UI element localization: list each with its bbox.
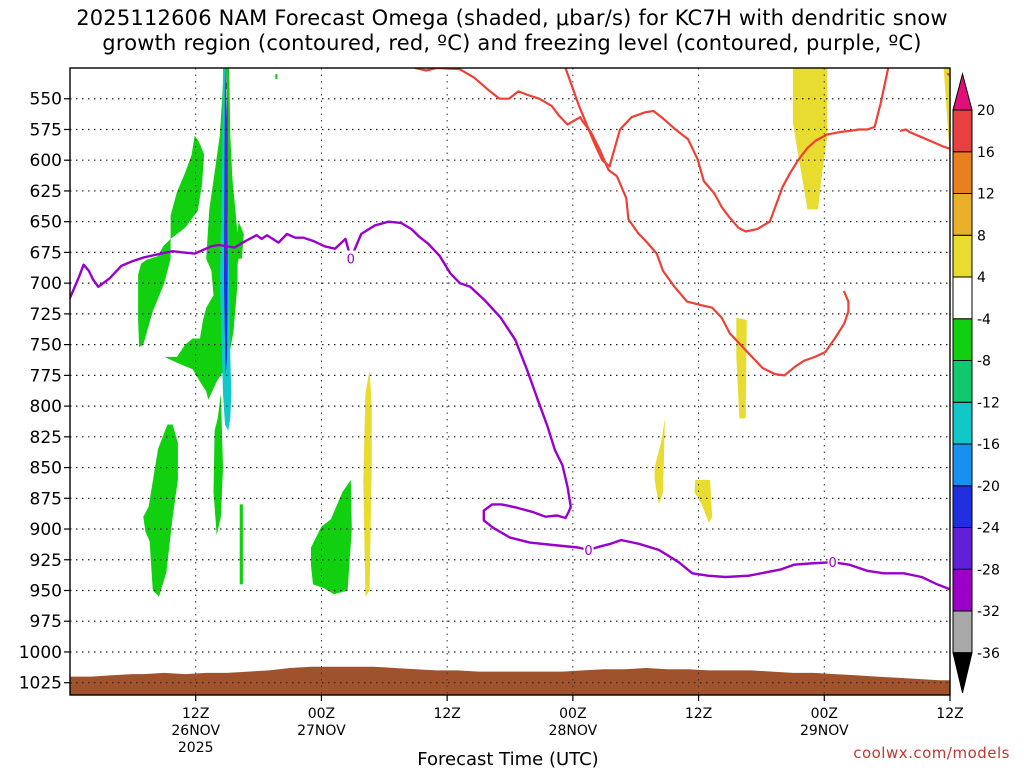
colorbar-swatch [952, 360, 973, 403]
colorbar-label: -4 [977, 312, 991, 328]
colorbar-label: 4 [977, 270, 986, 286]
omega-region-green-tiny-top [275, 74, 278, 80]
freezing-level-contour [70, 220, 950, 591]
y-tick-label: 625 [30, 182, 62, 202]
y-tick-label: 800 [30, 397, 62, 417]
x-axis-title: Forecast Time (UTC) [417, 749, 598, 768]
omega-region-green-col-lower [213, 393, 223, 536]
omega-region-green-near-0z [311, 479, 352, 595]
x-tick-date-label: 28NOV [549, 723, 598, 739]
colorbar-label: 8 [977, 228, 986, 244]
x-tick-label: 12Z [433, 706, 460, 722]
y-tick-label: 550 [30, 90, 62, 110]
y-tick-label: 1000 [19, 643, 62, 663]
colorbar-label: -24 [977, 521, 1000, 537]
colorbar-label: -32 [977, 604, 1000, 620]
colorbar-label: -36 [977, 646, 1000, 662]
omega-region-yellow-0z-27 [363, 369, 372, 597]
chart-title-line-1: 2025112606 NAM Forecast Omega (shaded, μ… [76, 6, 948, 30]
colorbar-upper-arrow [952, 72, 973, 111]
omega-region-green-col-main [164, 68, 238, 400]
colorbar-swatch [952, 151, 973, 194]
x-tick-label: 12Z [936, 706, 963, 722]
colorbar-swatch [952, 610, 973, 654]
dgz-contour-dgz-upper-mid [564, 68, 890, 233]
colorbar-lower-arrow [952, 652, 973, 693]
colorbar-swatch [952, 401, 973, 445]
colorbar-swatch [952, 568, 973, 612]
y-tick-label: 925 [30, 551, 62, 571]
x-tick-date-label: 27NOV [297, 723, 346, 739]
x-tick-date-label: 26NOV [171, 723, 220, 739]
chart-title-line-2: growth region (contoured, red, ºC) and f… [102, 31, 922, 55]
omega-region-purple-core [225, 68, 228, 284]
omega-region-yellow-mid-880 [694, 479, 713, 523]
contour-label-bg [827, 554, 838, 570]
x-tick-date-label: 29NOV [800, 723, 849, 739]
x-tick-label: 00Z [811, 706, 838, 722]
contour-label: 0 [829, 556, 837, 571]
dgz-contour-dgz-upper-left [414, 68, 850, 377]
omega-region-yellow-right-top [943, 68, 950, 161]
y-tick-label: 675 [30, 243, 62, 263]
y-tick-label: 575 [30, 120, 62, 140]
omega-region-yellow-top-00z29 [792, 68, 828, 210]
omega-region-yellow-760 [736, 317, 747, 419]
y-tick-label: 1025 [19, 674, 62, 694]
colorbar-swatch [952, 443, 973, 487]
y-tick-label: 725 [30, 305, 62, 325]
omega-region-black-core [226, 82, 227, 89]
y-tick-label: 875 [30, 489, 62, 509]
y-tick-label: 775 [30, 366, 62, 386]
omega-region-yellow-mid-850 [654, 418, 665, 505]
omega-region-green-small-right [239, 504, 243, 585]
y-tick-label: 950 [30, 582, 62, 602]
colorbar-label: 12 [977, 187, 995, 203]
colorbar-swatch [952, 276, 973, 320]
contour-label-bg [583, 541, 594, 557]
omega-region-green-col-left [138, 135, 205, 348]
y-tick-label: 700 [30, 274, 62, 294]
colorbar-swatch [952, 318, 973, 361]
colorbar-swatch [952, 109, 973, 153]
x-tick-label: 12Z [685, 706, 712, 722]
dgz-contour-dgz-upper-right [899, 128, 950, 150]
y-tick-label: 650 [30, 213, 62, 233]
colorbar-swatch [952, 527, 973, 570]
y-tick-label: 900 [30, 520, 62, 540]
credit-text: coolwx.com/models [853, 744, 1010, 762]
colorbar-label: -8 [977, 354, 991, 370]
colorbar-label: -28 [977, 562, 1000, 578]
y-tick-label: 850 [30, 459, 62, 479]
dgz-contour-dgz-top-right [946, 72, 950, 77]
colorbar-label: 20 [977, 103, 995, 119]
colorbar-label: -12 [977, 395, 1000, 411]
colorbar-swatch [952, 234, 973, 278]
omega-region-green-lower-left [143, 424, 178, 597]
colorbar-swatch [952, 193, 973, 236]
contour-label: 0 [584, 544, 592, 559]
terrain-surface [70, 666, 950, 695]
y-tick-label: 975 [30, 612, 62, 632]
contour-label: 0 [347, 253, 355, 268]
colorbar-label: -20 [977, 479, 1000, 495]
y-tick-label: 825 [30, 428, 62, 448]
plot-frame [69, 67, 951, 696]
colorbar-label: 16 [977, 145, 995, 161]
contour-label-bg [345, 250, 356, 266]
colorbar-swatch [952, 485, 973, 528]
colorbar-label: -16 [977, 437, 1000, 453]
x-tick-label: 00Z [559, 706, 586, 722]
omega-region-gray-core [225, 68, 228, 118]
y-tick-label: 750 [30, 336, 62, 356]
x-tick-year-label: 2025 [178, 740, 214, 756]
y-tick-label: 600 [30, 151, 62, 171]
x-tick-label: 00Z [308, 706, 335, 722]
x-tick-label: 12Z [182, 706, 209, 722]
